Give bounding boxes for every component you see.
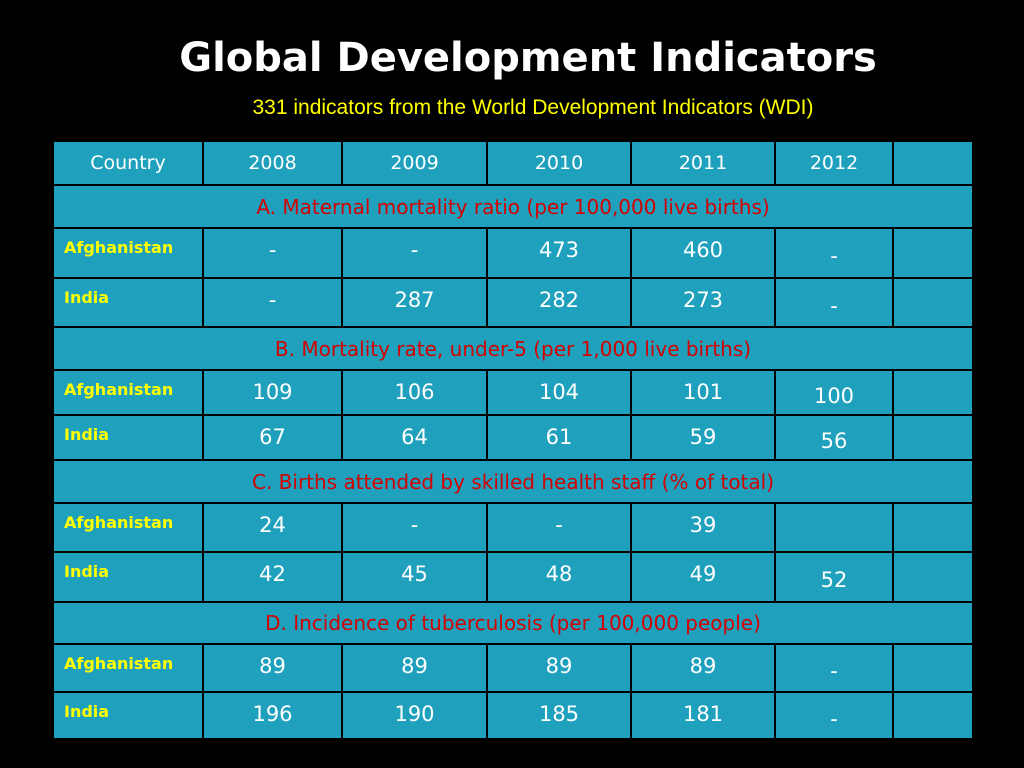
- header-year-2009: 2009: [341, 140, 488, 186]
- value-cell: 59: [630, 414, 776, 461]
- slide-subtitle: 331 indicators from the World Developmen…: [252, 96, 814, 119]
- value-cell: 185: [486, 691, 632, 740]
- value-cell: 287: [341, 277, 488, 328]
- section-row: C. Births attended by skilled health sta…: [52, 459, 974, 504]
- empty-cell: [892, 502, 974, 553]
- value-cell: 104: [486, 369, 632, 416]
- value-cell: 196: [202, 691, 343, 740]
- section-title: D. Incidence of tuberculosis (per 100,00…: [52, 601, 974, 645]
- value-cell: 181: [630, 691, 776, 740]
- country-cell: Afghanistan: [52, 369, 204, 416]
- table-row: Afghanistan 109 106 104 101 100: [52, 369, 974, 416]
- section-title: B. Mortality rate, under-5 (per 1,000 li…: [52, 326, 974, 371]
- table-row: Afghanistan 24 - - 39: [52, 502, 974, 553]
- table-row: Afghanistan - - 473 460 -: [52, 227, 974, 279]
- empty-cell: [892, 691, 974, 740]
- country-cell: Afghanistan: [52, 643, 204, 693]
- value-cell: 100: [774, 369, 894, 416]
- value-cell: 101: [630, 369, 776, 416]
- value-cell: 282: [486, 277, 632, 328]
- country-cell: Afghanistan: [52, 502, 204, 553]
- value-cell: 24: [202, 502, 343, 553]
- value-cell: -: [774, 227, 894, 279]
- empty-cell: [892, 414, 974, 461]
- header-row: Country 2008 2009 2010 2011 2012: [52, 140, 974, 186]
- section-row: B. Mortality rate, under-5 (per 1,000 li…: [52, 326, 974, 371]
- value-cell: 109: [202, 369, 343, 416]
- value-cell: -: [341, 502, 488, 553]
- value-cell: -: [774, 643, 894, 693]
- header-year-2012: 2012: [774, 140, 894, 186]
- country-cell: Afghanistan: [52, 227, 204, 279]
- header-year-2008: 2008: [202, 140, 343, 186]
- empty-cell: [892, 551, 974, 603]
- empty-cell: [892, 643, 974, 693]
- country-cell: India: [52, 691, 204, 740]
- empty-cell: [892, 369, 974, 416]
- value-cell: 190: [341, 691, 488, 740]
- value-cell: 48: [486, 551, 632, 603]
- value-cell: 473: [486, 227, 632, 279]
- value-cell: 89: [630, 643, 776, 693]
- slide-title: Global Development Indicators: [179, 35, 877, 81]
- value-cell: 56: [774, 414, 894, 461]
- section-row: A. Maternal mortality ratio (per 100,000…: [52, 184, 974, 229]
- value-cell: 64: [341, 414, 488, 461]
- value-cell: 89: [202, 643, 343, 693]
- value-cell: -: [774, 277, 894, 328]
- header-year-2010: 2010: [486, 140, 632, 186]
- header-year-2011: 2011: [630, 140, 776, 186]
- table-row: India 196 190 185 181 -: [52, 691, 974, 740]
- value-cell: -: [202, 277, 343, 328]
- value-cell: -: [341, 227, 488, 279]
- value-cell: [774, 502, 894, 553]
- table-row: India 67 64 61 59 56: [52, 414, 974, 461]
- value-cell: 273: [630, 277, 776, 328]
- value-cell: -: [774, 691, 894, 740]
- value-cell: 52: [774, 551, 894, 603]
- value-cell: 39: [630, 502, 776, 553]
- indicators-table: Country 2008 2009 2010 2011 2012 A. Mate…: [52, 140, 974, 740]
- table-row: Afghanistan 89 89 89 89 -: [52, 643, 974, 693]
- country-cell: India: [52, 414, 204, 461]
- section-row: D. Incidence of tuberculosis (per 100,00…: [52, 601, 974, 645]
- table-row: India 42 45 48 49 52: [52, 551, 974, 603]
- empty-cell: [892, 277, 974, 328]
- country-cell: India: [52, 551, 204, 603]
- value-cell: 89: [341, 643, 488, 693]
- value-cell: 67: [202, 414, 343, 461]
- header-country: Country: [52, 140, 204, 186]
- header-extra: [892, 140, 974, 186]
- value-cell: 61: [486, 414, 632, 461]
- section-title: A. Maternal mortality ratio (per 100,000…: [52, 184, 974, 229]
- value-cell: 460: [630, 227, 776, 279]
- value-cell: 42: [202, 551, 343, 603]
- value-cell: 89: [486, 643, 632, 693]
- value-cell: 49: [630, 551, 776, 603]
- value-cell: -: [486, 502, 632, 553]
- value-cell: -: [202, 227, 343, 279]
- empty-cell: [892, 227, 974, 279]
- section-title: C. Births attended by skilled health sta…: [52, 459, 974, 504]
- value-cell: 106: [341, 369, 488, 416]
- country-cell: India: [52, 277, 204, 328]
- table-row: India - 287 282 273 -: [52, 277, 974, 328]
- value-cell: 45: [341, 551, 488, 603]
